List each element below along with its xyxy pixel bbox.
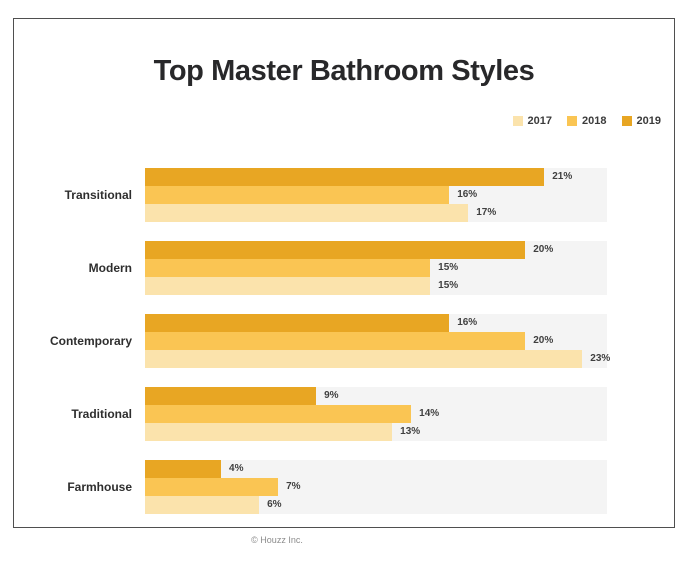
bar-2019-contemporary: 16%	[145, 314, 477, 332]
chart-row-transitional: Transitional 21% 16% 17%	[14, 168, 674, 222]
chart-title: Top Master Bathroom Styles	[153, 55, 535, 87]
bar-2018-modern: 15%	[145, 259, 458, 277]
bar-2018-farmhouse: 7%	[145, 478, 301, 496]
bar-2017-contemporary: 23%	[145, 350, 610, 368]
value-label: 14%	[419, 408, 440, 419]
value-label: 16%	[457, 189, 478, 200]
bar-2017-traditional: 13%	[145, 423, 420, 441]
value-label: 23%	[590, 353, 611, 364]
value-label: 7%	[286, 481, 301, 492]
bar-2017-transitional: 17%	[145, 204, 496, 222]
bar-2019-traditional: 9%	[145, 387, 339, 405]
row-background: 16% 20% 23%	[145, 314, 610, 368]
value-label: 9%	[324, 390, 339, 401]
value-label: 15%	[438, 280, 459, 291]
bar-2018-traditional: 14%	[145, 405, 439, 423]
legend-label: 2019	[636, 115, 661, 127]
value-label: 4%	[229, 463, 244, 474]
value-label: 16%	[457, 317, 478, 328]
chart-card: Top Master Bathroom Styles 2017 2018 2019 …	[13, 18, 675, 528]
legend-item-2018: 2018	[567, 115, 607, 127]
bar-2017-modern: 15%	[145, 277, 458, 295]
chart-row-farmhouse: Farmhouse 4% 7% 6%	[14, 460, 674, 514]
bar-2017-farmhouse: 6%	[145, 496, 282, 514]
bar-2019-modern: 20%	[145, 241, 553, 259]
category-label: Modern	[88, 261, 132, 275]
chart-area: Transitional 21% 16% 17% Modern 20% 15% 15% Cont…	[14, 168, 674, 533]
row-background: 4% 7% 6%	[145, 460, 607, 514]
legend-label: 2018	[582, 115, 607, 127]
bar-2019-transitional: 21%	[145, 168, 572, 186]
value-label: 20%	[533, 335, 554, 346]
chart-row-modern: Modern 20% 15% 15%	[14, 241, 674, 295]
chart-row-traditional: Traditional 9% 14% 13%	[14, 387, 674, 441]
legend-swatch-icon	[567, 116, 578, 126]
value-label: 21%	[552, 171, 573, 182]
value-label: 6%	[267, 499, 282, 510]
legend-swatch-icon	[621, 116, 632, 126]
row-background: 20% 15% 15%	[145, 241, 607, 295]
category-label: Contemporary	[49, 334, 132, 348]
legend: 2017 2018 2019	[512, 115, 661, 127]
legend-item-2017: 2017	[512, 115, 553, 127]
row-background: 9% 14% 13%	[145, 387, 607, 441]
category-label: Traditional	[71, 407, 132, 421]
legend-swatch-icon	[512, 116, 523, 126]
chart-row-contemporary: Contemporary 16% 20% 23%	[14, 314, 674, 368]
value-label: 17%	[476, 207, 497, 218]
copyright-text: © Houzz Inc.	[251, 535, 303, 545]
row-background: 21% 16% 17%	[145, 168, 607, 222]
value-label: 15%	[438, 262, 459, 273]
legend-label: 2017	[527, 115, 553, 127]
value-label: 20%	[533, 244, 554, 255]
category-label: Farmhouse	[67, 480, 132, 494]
bar-2019-farmhouse: 4%	[145, 460, 244, 478]
value-label: 13%	[400, 426, 421, 437]
bar-2018-contemporary: 20%	[145, 332, 553, 350]
bar-2018-transitional: 16%	[145, 186, 477, 204]
category-label: Transitional	[64, 188, 132, 202]
legend-item-2019: 2019	[621, 115, 661, 127]
